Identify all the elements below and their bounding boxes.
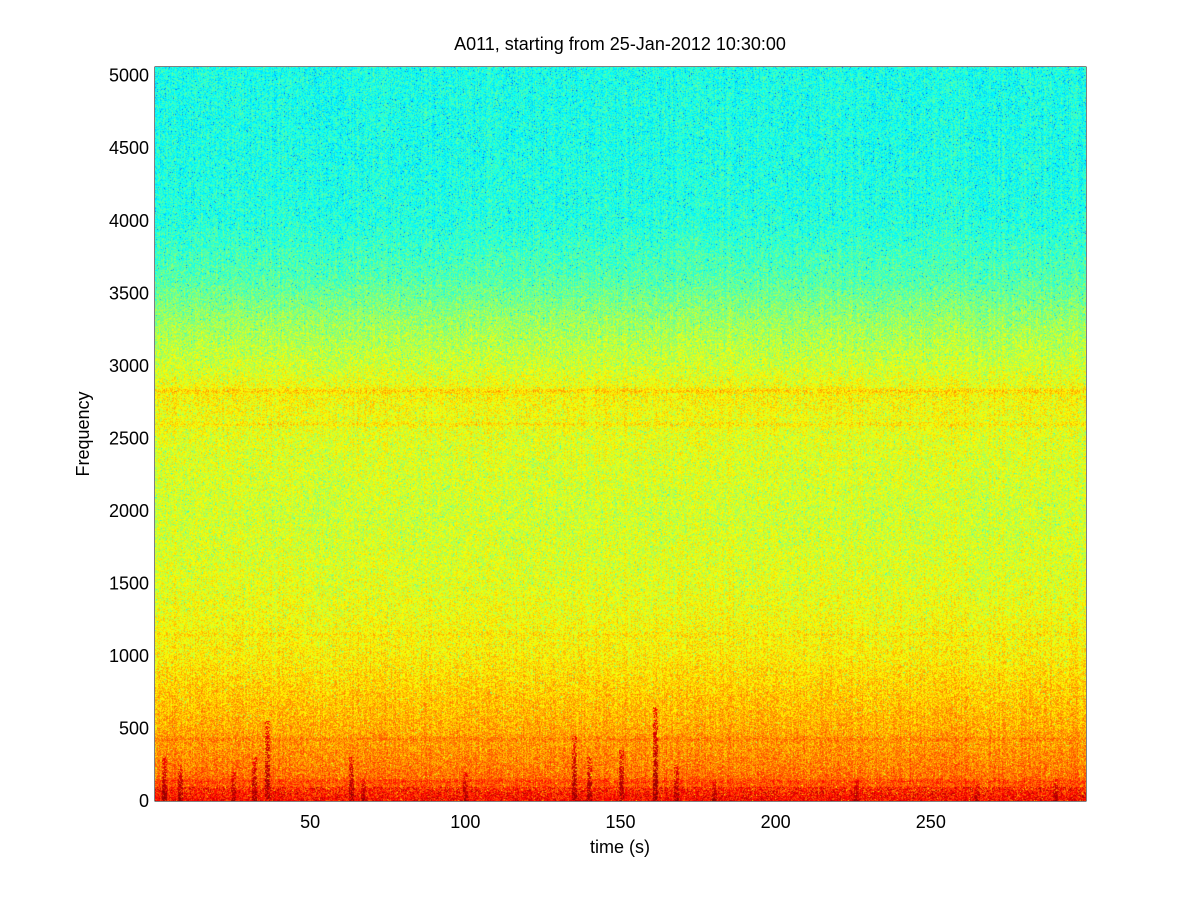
y-tick-label: 0 — [139, 791, 149, 811]
y-tick-label: 5000 — [109, 66, 149, 86]
chart-title: A011, starting from 25-Jan-2012 10:30:00 — [454, 34, 786, 54]
x-tick-label: 100 — [450, 812, 480, 832]
spectrogram-heatmap — [155, 67, 1086, 801]
x-tick-label: 250 — [916, 812, 946, 832]
axis-ticks: 50 100 150 200 25005001000150020002500300035… — [109, 66, 1086, 832]
y-tick-label: 1500 — [109, 573, 149, 593]
x-tick-label: 50 — [300, 812, 320, 832]
y-tick-label: 4500 — [109, 138, 149, 158]
y-tick-label: 1000 — [109, 646, 149, 666]
y-tick-label: 4000 — [109, 211, 149, 231]
x-axis-label: time (s) — [590, 837, 650, 857]
x-tick-label: 150 — [605, 812, 635, 832]
y-tick-label: 3000 — [109, 356, 149, 376]
y-tick-label: 2000 — [109, 501, 149, 521]
y-tick-label: 3500 — [109, 283, 149, 303]
y-tick-label: 500 — [119, 718, 149, 738]
y-axis-label: Frequency — [73, 391, 93, 476]
x-tick-label: 200 — [761, 812, 791, 832]
y-tick-label: 2500 — [109, 428, 149, 448]
